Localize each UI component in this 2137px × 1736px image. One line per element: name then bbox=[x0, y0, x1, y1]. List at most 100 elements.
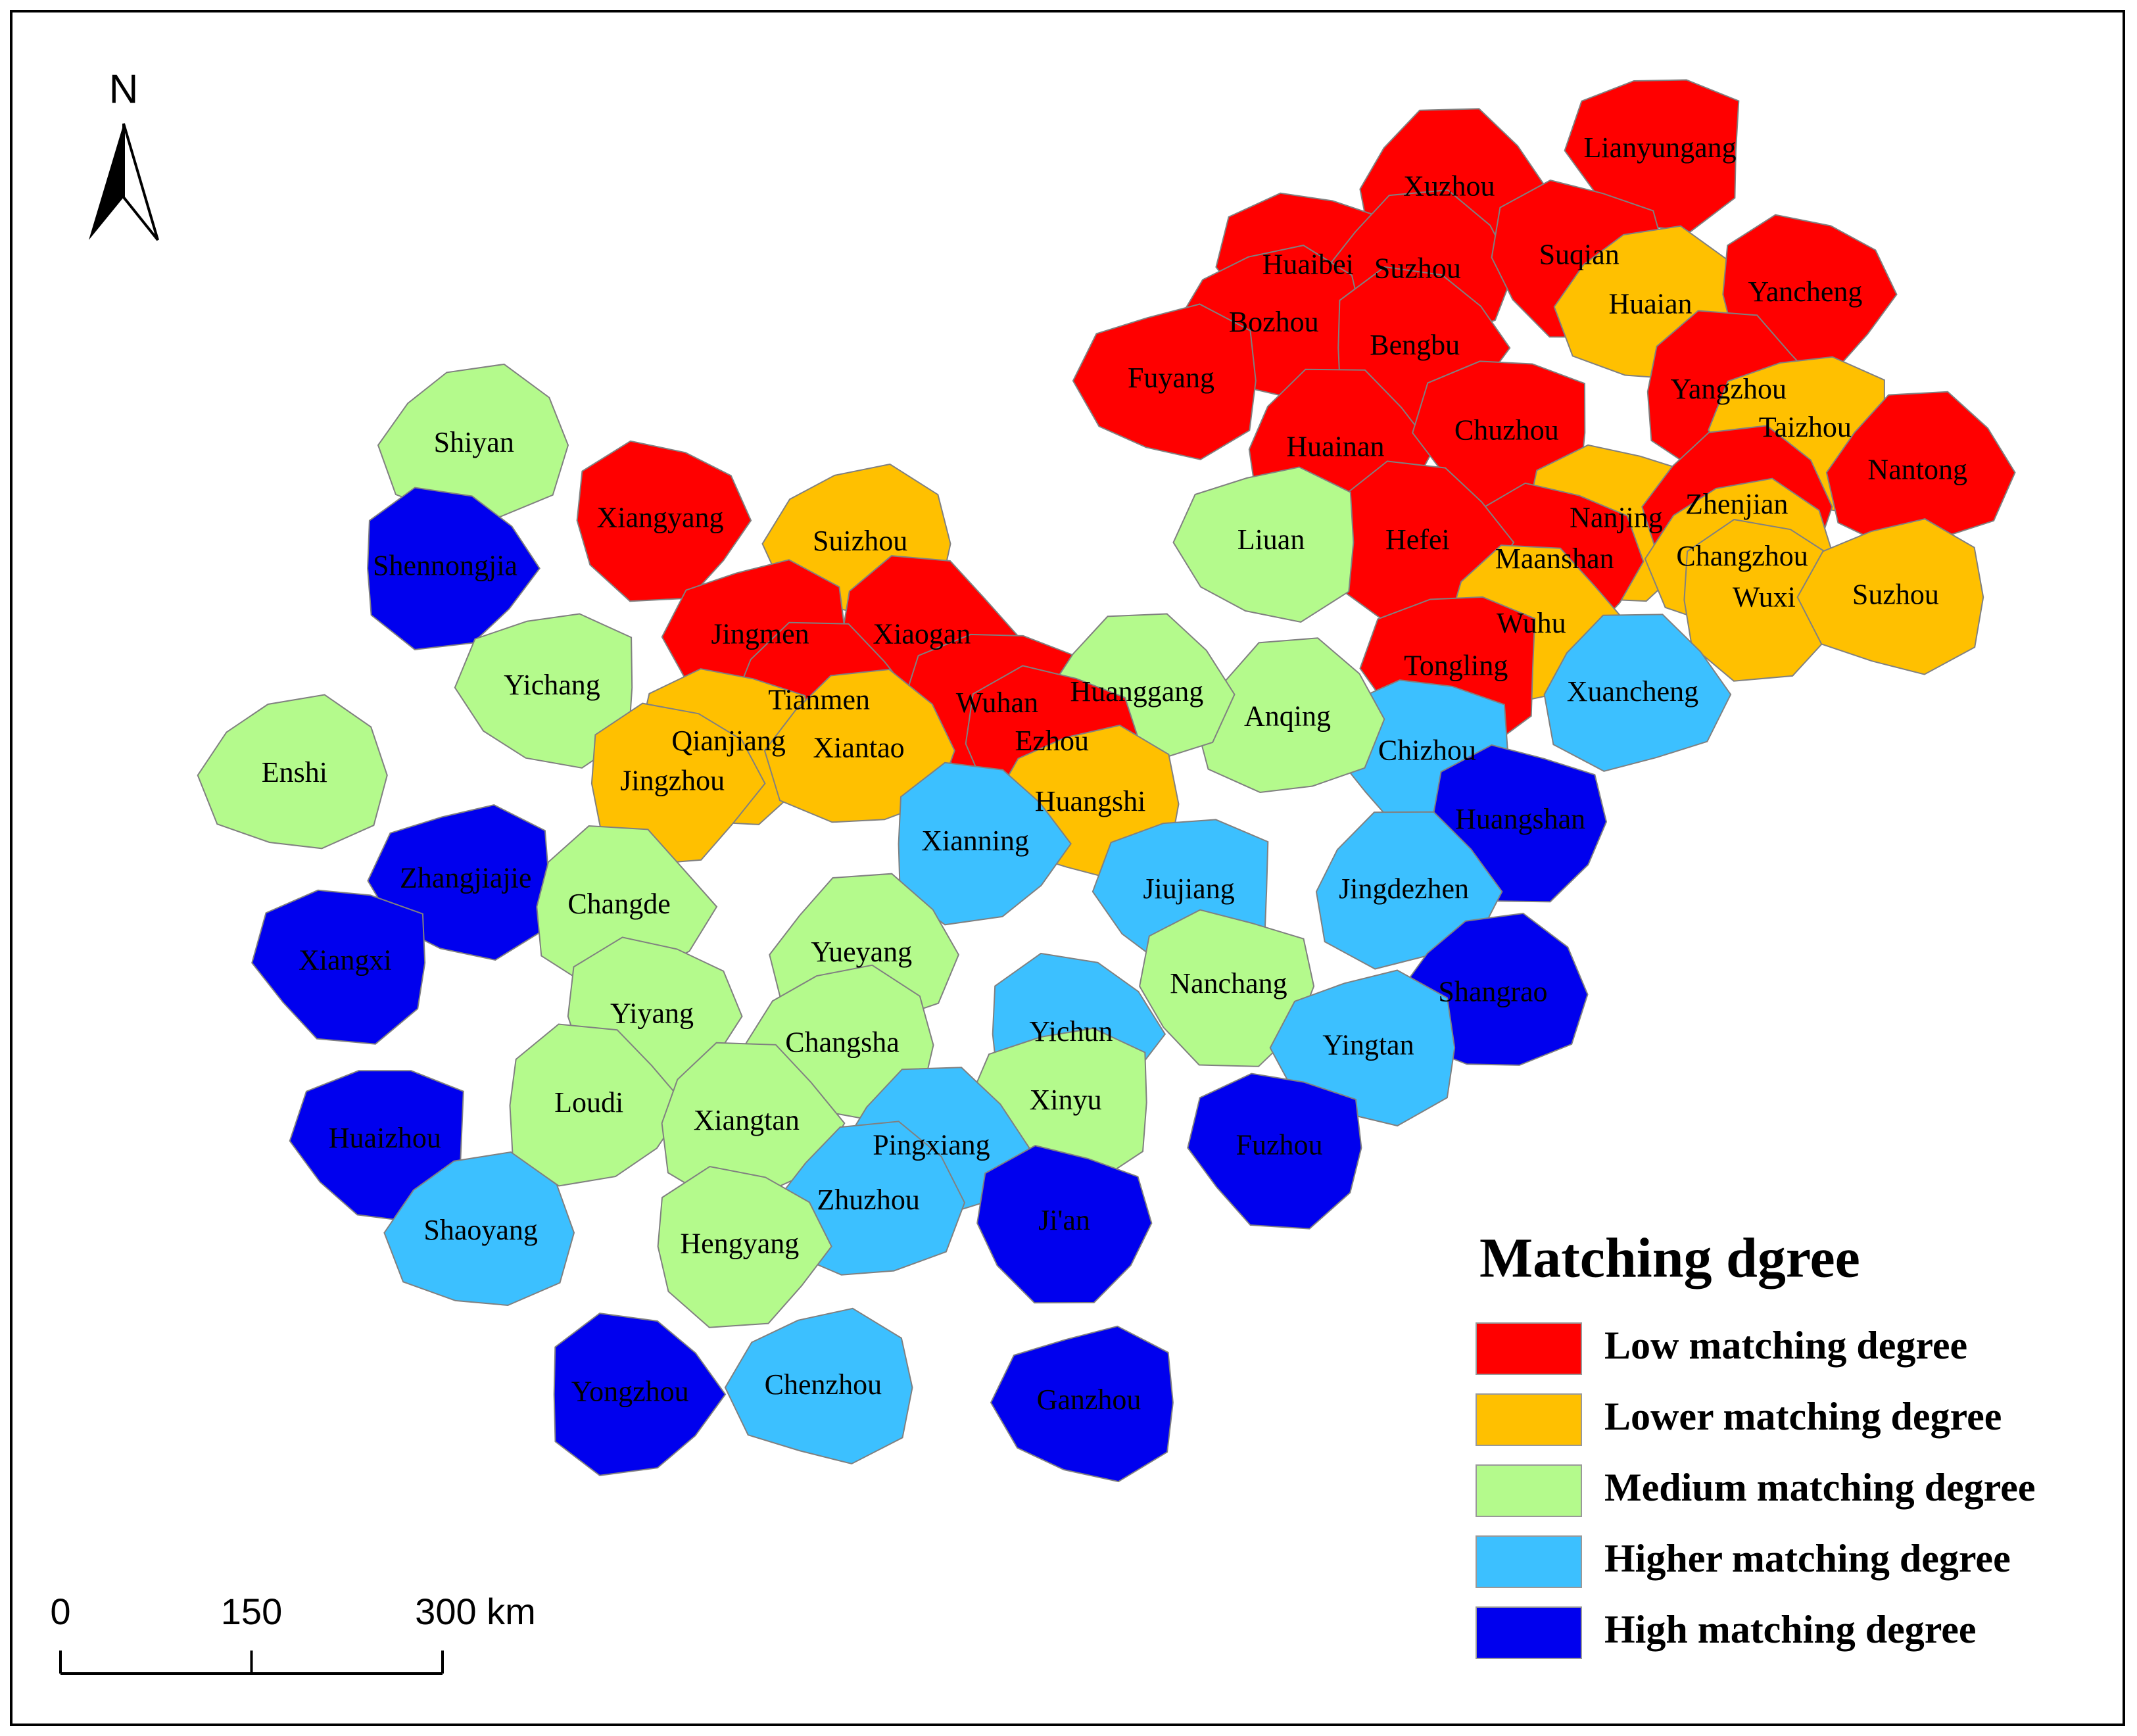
regions bbox=[197, 79, 2016, 1483]
city-label: Fuzhou bbox=[1236, 1129, 1323, 1161]
city-label: Suqian bbox=[1539, 239, 1620, 271]
city-region bbox=[990, 1325, 1174, 1483]
city-label: Chuzhou bbox=[1454, 414, 1559, 446]
city-label: Lianyungang bbox=[1584, 132, 1737, 164]
city-label: Yingtan bbox=[1322, 1029, 1414, 1061]
city-region bbox=[1796, 518, 1984, 675]
city-label: Jiujiang bbox=[1143, 873, 1234, 905]
labels: Lianyungang Xuzhou Huaibei Suzhou Suqian Huai… bbox=[262, 132, 1967, 1416]
city-region bbox=[724, 1307, 913, 1465]
city-label: Hengyang bbox=[680, 1228, 799, 1260]
city-label: Wuxi bbox=[1733, 581, 1796, 613]
city-label: Taizhou bbox=[1759, 411, 1852, 443]
city-region bbox=[1172, 466, 1355, 623]
legend-swatch bbox=[1476, 1535, 1582, 1588]
scale-label: 0 bbox=[50, 1591, 70, 1632]
city-label: Shaoyang bbox=[423, 1214, 538, 1246]
legend-swatch bbox=[1476, 1393, 1582, 1446]
legend-label: Higher matching degree bbox=[1604, 1537, 2011, 1580]
city-label: Xiangtan bbox=[694, 1104, 800, 1136]
city-label: Suzhou bbox=[1852, 578, 1939, 610]
city-label: Bozhou bbox=[1229, 306, 1319, 338]
city-label: Maanshan bbox=[1495, 542, 1614, 575]
city-label: Xuancheng bbox=[1567, 675, 1698, 708]
city-region bbox=[898, 761, 1072, 926]
scale-label: 300 km bbox=[415, 1591, 536, 1632]
legend-label: Medium matching degree bbox=[1604, 1466, 2035, 1509]
city-label: Shennongjia bbox=[373, 550, 517, 582]
city-label: Jingmen bbox=[711, 618, 809, 650]
city-region bbox=[377, 363, 569, 518]
city-label: Enshi bbox=[262, 756, 327, 788]
city-region bbox=[1825, 391, 2016, 548]
city-label: Changsha bbox=[785, 1026, 900, 1058]
city-label: Wuhan bbox=[956, 687, 1038, 719]
north-label: N bbox=[109, 66, 139, 112]
city-label: Jingzhou bbox=[620, 765, 725, 797]
city-label: Zhuzhou bbox=[817, 1184, 919, 1216]
city-label: Changzhou bbox=[1676, 540, 1808, 572]
city-label: Xuzhou bbox=[1403, 170, 1495, 203]
city-label: Ganzhou bbox=[1037, 1384, 1141, 1416]
city-region bbox=[1187, 1073, 1362, 1230]
city-label: Chenzhou bbox=[765, 1368, 882, 1401]
city-label: Liuan bbox=[1237, 523, 1305, 556]
city-label: Fuyang bbox=[1128, 362, 1214, 394]
city-label: Huaizhou bbox=[329, 1122, 441, 1154]
city-label: Xiangxi bbox=[299, 944, 392, 976]
city-label: Ezhou bbox=[1015, 725, 1089, 757]
city-region bbox=[197, 694, 388, 850]
city-label: Loudi bbox=[554, 1086, 623, 1119]
city-label: Huaibei bbox=[1262, 248, 1354, 280]
city-label: Tongling bbox=[1404, 650, 1508, 682]
city-label: Shangrao bbox=[1438, 975, 1547, 1007]
city-label: Chizhou bbox=[1378, 735, 1476, 767]
city-label: Yongzhou bbox=[571, 1376, 689, 1408]
city-label: Zhenjian bbox=[1685, 488, 1788, 520]
city-label: Pingxiang bbox=[873, 1129, 990, 1161]
city-label: Xiaogan bbox=[873, 618, 971, 650]
city-region bbox=[553, 1313, 727, 1476]
city-label: Xiantao bbox=[813, 732, 904, 764]
city-label: Hefei bbox=[1385, 523, 1450, 556]
scale-label: 150 bbox=[221, 1591, 282, 1632]
city-region bbox=[976, 1145, 1153, 1304]
city-label: Shiyan bbox=[434, 426, 514, 458]
city-label: Wuhu bbox=[1497, 607, 1566, 639]
city-label: Yancheng bbox=[1748, 276, 1862, 308]
city-label: Tianmen bbox=[768, 684, 870, 716]
city-region bbox=[1139, 909, 1315, 1067]
city-region bbox=[367, 487, 540, 650]
city-label: Xinyu bbox=[1030, 1084, 1102, 1116]
legend-label: High matching degree bbox=[1604, 1608, 1977, 1651]
city-label: Yueyang bbox=[811, 936, 912, 968]
legend-swatch bbox=[1476, 1322, 1582, 1375]
city-region bbox=[657, 1165, 832, 1328]
city-label: Nanjing bbox=[1570, 502, 1663, 534]
city-label: Jingdezhen bbox=[1339, 873, 1469, 905]
city-label: Bengbu bbox=[1370, 329, 1460, 361]
city-label: Suizhou bbox=[813, 525, 907, 557]
city-label: Yangzhou bbox=[1671, 373, 1787, 405]
legend-swatch bbox=[1476, 1606, 1582, 1659]
city-label: Suzhou bbox=[1374, 253, 1461, 285]
city-region bbox=[1072, 303, 1257, 460]
city-region bbox=[1543, 614, 1732, 772]
city-region bbox=[251, 889, 426, 1045]
city-label: Xianning bbox=[921, 825, 1029, 857]
legend-swatch bbox=[1476, 1464, 1582, 1517]
city-label: Huanggang bbox=[1070, 675, 1203, 708]
city-region bbox=[1683, 519, 1858, 682]
legend-label: Low matching degree bbox=[1604, 1324, 1967, 1367]
city-label: Yiyang bbox=[610, 998, 694, 1030]
city-label: Huangshan bbox=[1455, 803, 1585, 835]
city-label: Yichun bbox=[1029, 1015, 1113, 1048]
city-label: Nanchang bbox=[1170, 967, 1287, 1000]
city-label: Qianjiang bbox=[671, 725, 786, 757]
city-label: Huaian bbox=[1608, 288, 1692, 320]
city-region bbox=[661, 1042, 846, 1203]
legend: Low matching degree Lower matching degree… bbox=[1476, 1322, 2035, 1659]
city-label: Huangshi bbox=[1035, 785, 1146, 817]
